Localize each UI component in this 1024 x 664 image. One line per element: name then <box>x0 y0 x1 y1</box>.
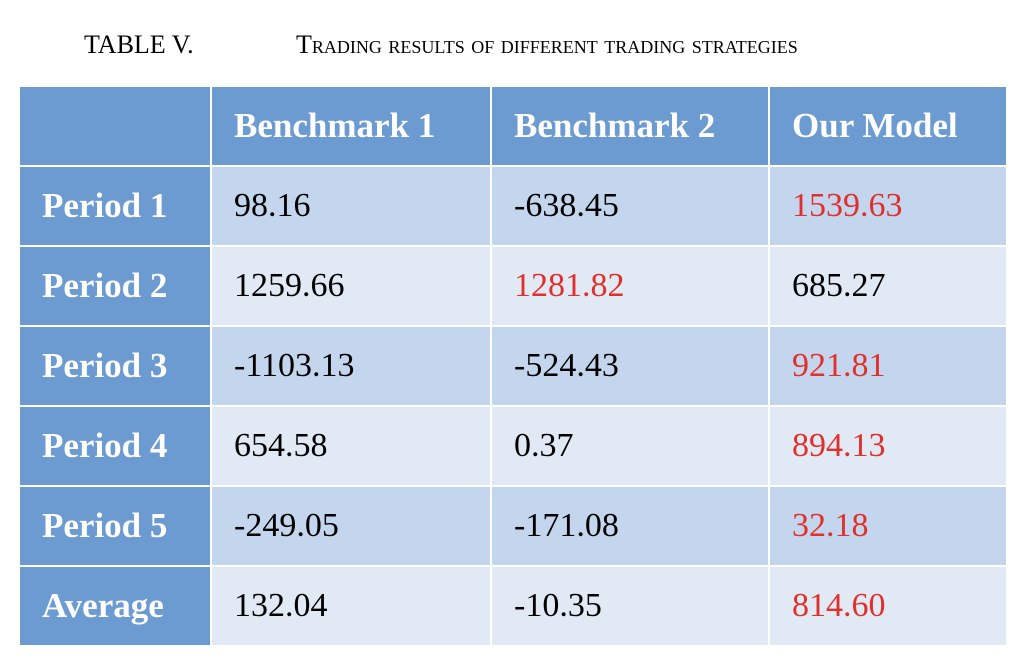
table-row: Period 3 -1103.13 -524.43 921.81 <box>18 325 1008 407</box>
corner-cell <box>18 85 212 167</box>
row-label: Period 3 <box>18 325 212 407</box>
value-cell: 654.58 <box>210 405 492 487</box>
table-row: Period 4 654.58 0.37 894.13 <box>18 405 1008 487</box>
row-label: Period 2 <box>18 245 212 327</box>
column-header: Our Model <box>768 85 1008 167</box>
row-label: Period 4 <box>18 405 212 487</box>
column-header: Benchmark 2 <box>490 85 770 167</box>
caption-label: TABLE V. <box>84 30 194 59</box>
table-row: Period 5 -249.05 -171.08 32.18 <box>18 485 1008 567</box>
table-row: Period 2 1259.66 1281.82 685.27 <box>18 245 1008 327</box>
value-cell: -524.43 <box>490 325 770 407</box>
value-cell: -171.08 <box>490 485 770 567</box>
value-cell: -638.45 <box>490 165 770 247</box>
value-cell: 132.04 <box>210 565 492 647</box>
row-label: Period 1 <box>18 165 212 247</box>
table-row: Average 132.04 -10.35 814.60 <box>18 565 1008 647</box>
value-cell: 814.60 <box>768 565 1008 647</box>
value-cell: 32.18 <box>768 485 1008 567</box>
caption: TABLE V. Trading results of different tr… <box>0 26 1024 66</box>
value-cell: 1281.82 <box>490 245 770 327</box>
column-header: Benchmark 1 <box>210 85 492 167</box>
value-cell: -1103.13 <box>210 325 492 407</box>
value-cell: 685.27 <box>768 245 1008 327</box>
results-table: Benchmark 1 Benchmark 2 Our Model Period 1… <box>18 85 1008 647</box>
row-label: Average <box>18 565 212 647</box>
value-cell: 1259.66 <box>210 245 492 327</box>
value-cell: 921.81 <box>768 325 1008 407</box>
value-cell: 894.13 <box>768 405 1008 487</box>
header-row: Benchmark 1 Benchmark 2 Our Model <box>18 85 1008 167</box>
value-cell: 1539.63 <box>768 165 1008 247</box>
row-label: Period 5 <box>18 485 212 567</box>
value-cell: 0.37 <box>490 405 770 487</box>
value-cell: 98.16 <box>210 165 492 247</box>
value-cell: -249.05 <box>210 485 492 567</box>
value-cell: -10.35 <box>490 565 770 647</box>
caption-title: Trading results of different trading str… <box>296 30 798 59</box>
table-row: Period 1 98.16 -638.45 1539.63 <box>18 165 1008 247</box>
